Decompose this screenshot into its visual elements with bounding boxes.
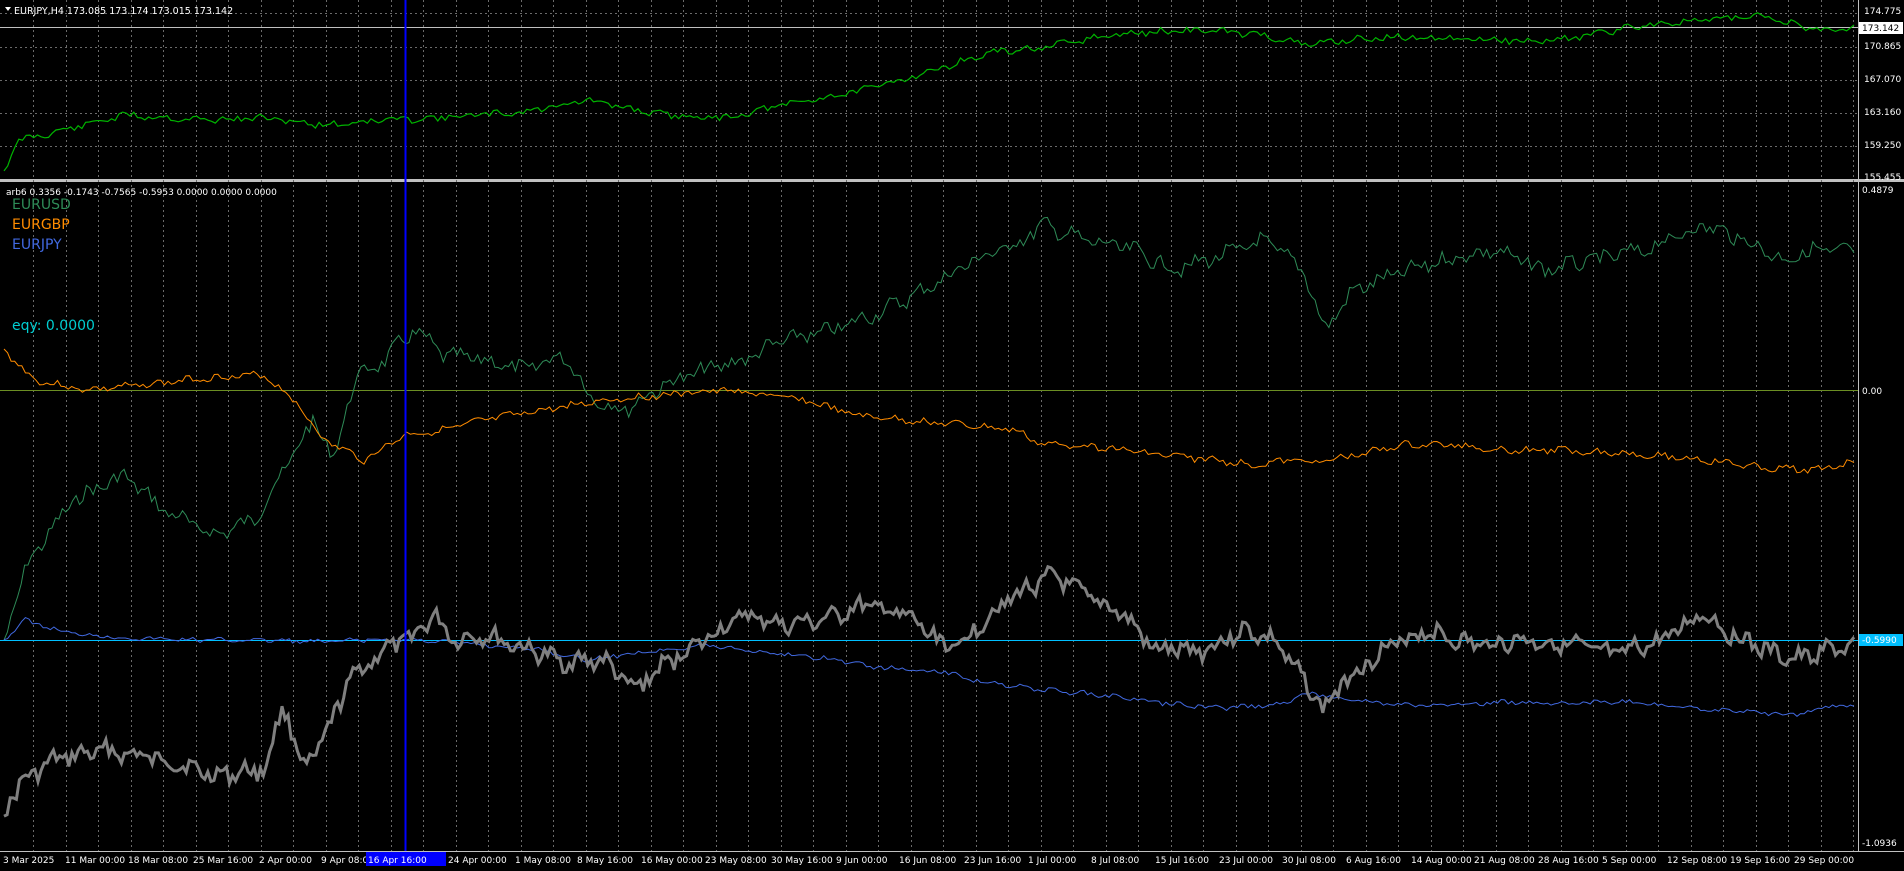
time-axis-label: 28 Aug 16:00 — [1538, 856, 1599, 866]
time-axis-label: 19 Sep 16:00 — [1730, 856, 1790, 866]
time-axis-label: 1 Jul 00:00 — [1028, 856, 1077, 866]
crosshair-time-box — [366, 852, 446, 866]
main-chart-title: EURJPY,H4 173.085 173.174 173.015 173.14… — [14, 6, 233, 17]
current-value-box — [1859, 634, 1903, 646]
price-scale-label: 167.070 — [1864, 75, 1901, 85]
time-axis-label: 6 Aug 16:00 — [1346, 856, 1401, 866]
legend-eurusd: EURUSD — [12, 197, 71, 213]
main-price-pane[interactable]: EURJPY,H4 173.085 173.174 173.015 173.14… — [0, 6, 1903, 183]
indicator-scale-max: 0.4879 — [1862, 186, 1894, 196]
price-scale-label: 159.250 — [1864, 141, 1901, 151]
time-axis-label: 24 Apr 00:00 — [448, 856, 507, 866]
time-axis-label: 29 Sep 00:00 — [1794, 856, 1854, 866]
eurjpy-price-line — [3, 12, 1855, 172]
price-scale: 174.775 170.865 167.070 163.160 159.250 155.4… — [1864, 7, 1901, 183]
time-axis-label: 21 Aug 08:00 — [1474, 856, 1535, 866]
time-axis-label: 14 Aug 00:00 — [1411, 856, 1472, 866]
indicator-scale-zero: 0.00 — [1862, 387, 1882, 397]
price-scale-label: 163.160 — [1864, 108, 1901, 118]
time-axis-label: 25 Mar 16:00 — [193, 856, 253, 866]
current-value-label: -0.5990 — [1862, 636, 1897, 646]
time-axis-label: 1 May 08:00 — [515, 856, 571, 866]
time-axis-label: 12 Sep 08:00 — [1667, 856, 1727, 866]
time-axis-label: 23 Jun 16:00 — [964, 856, 1021, 866]
time-axis-label: 23 May 08:00 — [705, 856, 767, 866]
time-axis-label: 11 Mar 00:00 — [65, 856, 125, 866]
time-axis-label: 18 Mar 08:00 — [128, 856, 188, 866]
time-axis-label: 9 Jun 00:00 — [836, 856, 888, 866]
indicator-scale-min: -1.0936 — [1862, 839, 1897, 849]
time-axis-label: 16 Jun 08:00 — [899, 856, 956, 866]
price-scale-label: 174.775 — [1864, 7, 1901, 17]
sum-line — [3, 564, 1856, 818]
time-axis-label: 3 Mar 2025 — [3, 856, 54, 866]
indicator-title: arb6 0.3356 -0.1743 -0.7565 -0.5953 0.00… — [6, 188, 277, 198]
eurjpy-line — [3, 617, 1855, 717]
time-axis-label: 5 Sep 00:00 — [1602, 856, 1657, 866]
time-axis-label: 16 May 00:00 — [641, 856, 703, 866]
time-axis-label: 30 May 16:00 — [771, 856, 833, 866]
time-axis-label: 15 Jul 16:00 — [1155, 856, 1209, 866]
current-price-label: 173.142 — [1862, 24, 1899, 34]
eqy-value: eqy: 0.0000 — [12, 318, 95, 334]
current-price-box — [1859, 22, 1903, 34]
time-axis-label: 8 Jul 08:00 — [1091, 856, 1140, 866]
menu-triangle-icon[interactable] — [5, 7, 11, 11]
indicator-pane[interactable]: arb6 0.3356 -0.1743 -0.7565 -0.5953 0.00… — [0, 186, 1903, 849]
time-axis-label: 9 Apr 08:0 — [321, 856, 369, 866]
grid — [0, 0, 1858, 851]
legend-eurgbp: EURGBP — [12, 217, 70, 233]
eurgbp-line — [3, 348, 1855, 474]
time-axis: 3 Mar 2025 11 Mar 00:00 18 Mar 08:00 25 Mar… — [3, 856, 1854, 866]
time-axis-label: 30 Jul 08:00 — [1282, 856, 1336, 866]
crosshair-time-label: 16 Apr 16:00 — [368, 856, 427, 866]
price-scale-label: 155.455 — [1864, 173, 1901, 183]
time-axis-label: 23 Jul 00:00 — [1219, 856, 1273, 866]
time-axis-label: 8 May 16:00 — [577, 856, 633, 866]
eurusd-line — [3, 216, 1855, 641]
price-scale-label: 170.865 — [1864, 42, 1901, 52]
legend-eurjpy: EURJPY — [12, 237, 62, 253]
time-axis-label: 2 Apr 00:00 — [259, 856, 312, 866]
